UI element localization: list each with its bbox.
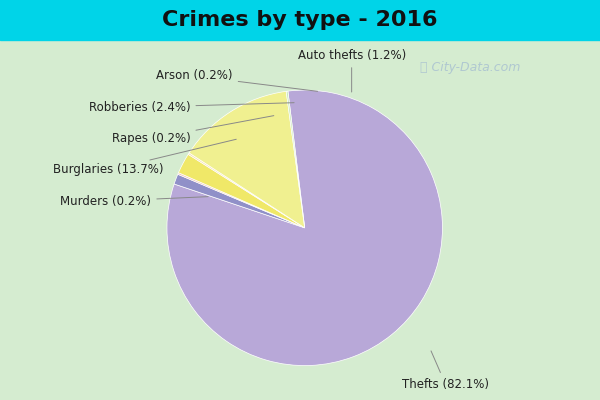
Text: Arson (0.2%): Arson (0.2%) (156, 70, 317, 91)
Text: Crimes by type - 2016: Crimes by type - 2016 (162, 10, 438, 30)
Wedge shape (174, 174, 305, 228)
Wedge shape (286, 91, 305, 228)
Text: ⓘ City-Data.com: ⓘ City-Data.com (420, 62, 520, 74)
Wedge shape (167, 90, 442, 366)
Text: Robberies (2.4%): Robberies (2.4%) (89, 101, 294, 114)
Bar (0, 0, 600, 40)
Text: Auto thefts (1.2%): Auto thefts (1.2%) (298, 49, 406, 92)
Text: Thefts (82.1%): Thefts (82.1%) (402, 351, 489, 391)
Text: Burglaries (13.7%): Burglaries (13.7%) (53, 139, 236, 176)
Text: Rapes (0.2%): Rapes (0.2%) (112, 116, 274, 145)
Wedge shape (188, 153, 305, 228)
Text: Murders (0.2%): Murders (0.2%) (61, 195, 208, 208)
Wedge shape (178, 173, 305, 228)
Wedge shape (189, 91, 305, 228)
Wedge shape (178, 154, 305, 228)
